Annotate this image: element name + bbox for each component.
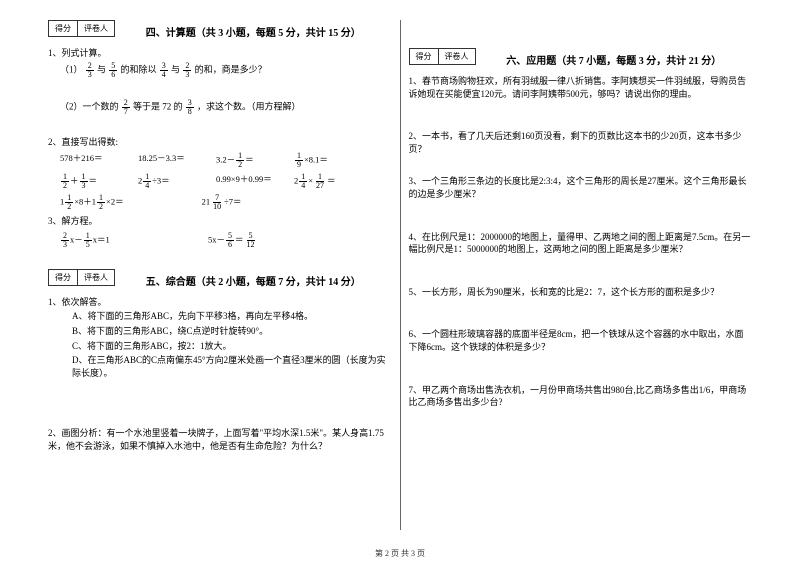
section-5-title: 五、综合题（共 2 小题，每题 7 分，共计 14 分）: [115, 273, 392, 288]
expr: 18.25－3.3＝: [138, 152, 198, 169]
spacer: [409, 157, 753, 173]
q1-2-p0: （2）一个数的: [60, 101, 119, 111]
expr: 214÷3＝: [138, 173, 198, 190]
s5-q2: 2、画图分析：有一个水池里竖着一块牌子，上面写着"平均水深1.5米"。某人身高1…: [48, 427, 392, 452]
section-4-title: 四、计算题（共 3 小题，每题 5 分，共计 15 分）: [115, 24, 392, 39]
expr-row-2: 12＋13＝ 214÷3＝ 0.99×9＋0.99＝ 214×127＝: [60, 173, 392, 190]
spacer: [409, 258, 753, 274]
expr: 0.99×9＋0.99＝: [216, 173, 276, 190]
s5-item-d: D、在三角形ABC的C点南偏东45°方向2厘米处画一个直径3厘米的圆（长度为实际…: [72, 354, 392, 379]
s6-q7: 7、甲乙两个商场出售洗衣机，一月份甲商场共售出980台,比乙商场多售出1/6，甲…: [409, 384, 753, 409]
frac: 38: [186, 99, 194, 116]
s5-q1-list: A、将下面的三角形ABC，先向下平移3格，再向左平移4格。 B、将下面的三角形A…: [72, 310, 392, 379]
spacer: [409, 356, 753, 372]
eq1: 23x－15x＝1: [60, 232, 120, 249]
q3-head: 3、解方程。: [48, 215, 392, 228]
expr: 19×8.1＝: [294, 152, 354, 169]
q1-1-p4: 的和，商是多少？: [195, 64, 267, 74]
expr-row-1: 578＋216＝ 18.25－3.3＝ 3.2－12＝ 19×8.1＝: [60, 152, 392, 169]
left-column: 得分 评卷人 四、计算题（共 3 小题，每题 5 分，共计 15 分） 1、列式…: [40, 20, 401, 530]
section-6-header: 得分 评卷人 六、应用题（共 7 小题，每题 3 分，共计 21 分）: [409, 48, 753, 73]
q1-1: （1） 23 与 56 的和除以 34 与 23 的和，商是多少？: [60, 62, 392, 79]
reviewer-label: 评卷人: [439, 48, 476, 65]
expr: 12＋13＝: [60, 173, 120, 190]
page-container: 得分 评卷人 四、计算题（共 3 小题，每题 5 分，共计 15 分） 1、列式…: [0, 0, 800, 540]
score-table-4: 得分 评卷人: [48, 20, 115, 37]
section-6-title: 六、应用题（共 7 小题，每题 3 分，共计 21 分）: [476, 52, 753, 67]
expr: 112×8＋112×2＝: [60, 194, 124, 211]
q1-2: （2）一个数的 27 等于是 72 的 38 ，求这个数。（用方程解）: [60, 99, 392, 116]
score-table-6: 得分 评卷人: [409, 48, 476, 65]
score-table-5: 得分 评卷人: [48, 269, 115, 286]
spacer: [409, 300, 753, 316]
right-column: 得分 评卷人 六、应用题（共 7 小题，每题 3 分，共计 21 分） 1、春节…: [401, 20, 761, 530]
eq2: 5x－56＝512: [208, 232, 268, 249]
q1-1-p0: （1）: [60, 64, 83, 74]
expr: 214×127＝: [294, 173, 354, 190]
s6-q4: 4、在比例尺是1：2000000的地图上，量得甲、乙两地之间的图上距离是7.5c…: [409, 231, 753, 256]
spacer: [48, 409, 392, 425]
expr: 578＋216＝: [60, 152, 120, 169]
page-footer: 第 2 页 共 3 页: [0, 548, 800, 559]
frac: 27: [122, 99, 130, 116]
q1-2-p2: ，求这个数。（用方程解）: [197, 101, 301, 111]
s5-item-a: A、将下面的三角形ABC，先向下平移3格，再向左平移4格。: [72, 310, 392, 323]
q1-1-p2: 的和除以: [121, 64, 157, 74]
s5-item-c: C、将下面的三角形ABC，按2：1放大。: [72, 340, 392, 353]
s6-q3: 3、一个三角形三条边的长度比是2:3:4，这个三角形的周长是27厘米。这个三角形…: [409, 175, 753, 200]
reviewer-label: 评卷人: [78, 20, 115, 37]
spacer: [48, 81, 392, 97]
s6-q2: 2、一本书，看了几天后还剩160页没看，剩下的页数比这本书的少20页，这本书多少…: [409, 130, 753, 155]
spacer: [409, 316, 753, 326]
expr-row-3: 112×8＋112×2＝ 21710÷7＝: [60, 194, 392, 211]
spacer: [409, 372, 753, 382]
q2-head: 2、直接写出得数:: [48, 136, 392, 149]
spacer: [409, 219, 753, 229]
s5-item-b: B、将下面的三角形ABC，绕C点逆时针旋转90°。: [72, 325, 392, 338]
s6-q6: 6、一个圆柱形玻璃容器的底面半径是8cm，把一个铁球从这个容器的水中取出，水面下…: [409, 328, 753, 353]
spacer: [409, 203, 753, 219]
s5-q1-head: 1、依次解答。: [48, 296, 392, 309]
section-5-header: 得分 评卷人 五、综合题（共 2 小题，每题 7 分，共计 14 分）: [48, 269, 392, 294]
spacer: [409, 274, 753, 284]
section-4-header: 得分 评卷人 四、计算题（共 3 小题，每题 5 分，共计 15 分）: [48, 20, 392, 45]
q1-1-p3: 与: [171, 64, 180, 74]
frac: 34: [160, 62, 168, 79]
spacer: [48, 381, 392, 409]
frac: 23: [86, 62, 94, 79]
spacer: [409, 118, 753, 128]
expr: 3.2－12＝: [216, 152, 276, 169]
frac: 56: [109, 62, 117, 79]
frac: 23: [183, 62, 191, 79]
q1-head: 1、列式计算。: [48, 47, 392, 60]
spacer: [409, 20, 753, 48]
spacer: [48, 118, 392, 134]
spacer: [409, 102, 753, 118]
q1-1-p1: 与: [97, 64, 106, 74]
eq-row: 23x－15x＝1 5x－56＝512: [60, 232, 392, 249]
spacer: [48, 253, 392, 269]
q1-2-p1: 等于是 72 的: [133, 101, 183, 111]
score-label: 得分: [48, 20, 78, 37]
expr: 21710÷7＝: [202, 194, 262, 211]
reviewer-label: 评卷人: [78, 269, 115, 286]
s6-q5: 5、一长方形，周长为90厘米，长和宽的比是2：7，这个长方形的面积是多少？: [409, 286, 753, 299]
score-label: 得分: [409, 48, 439, 65]
score-label: 得分: [48, 269, 78, 286]
s6-q1: 1、春节商场购物狂欢，所有羽绒服一律八折销售。李阿姨想买一件羽绒服，导购员告诉她…: [409, 75, 753, 100]
